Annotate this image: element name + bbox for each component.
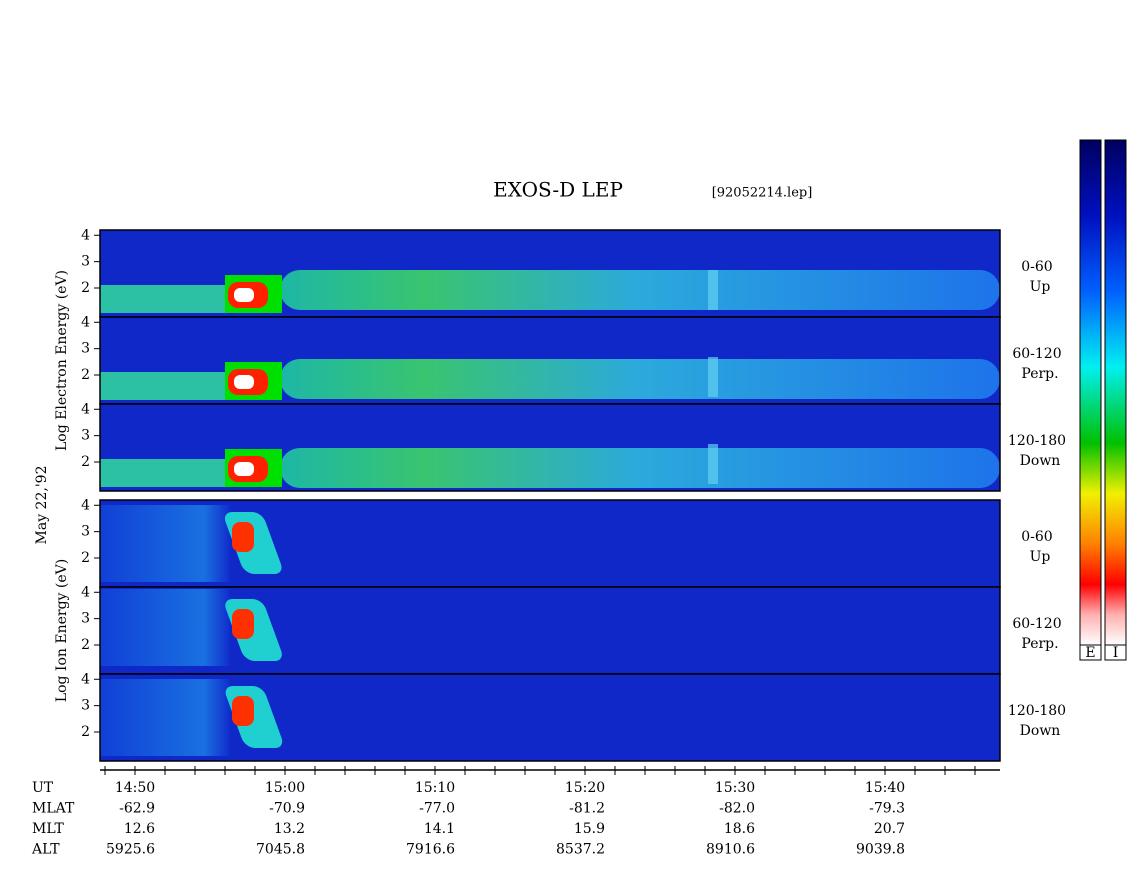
orbit-value: -79.3	[869, 801, 905, 817]
orbit-row-label: UT	[32, 780, 54, 796]
flux-band	[280, 359, 1000, 399]
orbit-row-label: MLT	[32, 821, 64, 837]
y-tick-label: 2	[81, 724, 90, 740]
flux-hot	[234, 288, 254, 302]
orbit-value: -62.9	[119, 801, 155, 817]
panel-range: 0-60	[1021, 259, 1052, 275]
y-tick-label: 4	[81, 314, 90, 330]
y-tick-label: 4	[81, 401, 90, 417]
panel-frame	[99, 673, 1001, 762]
orbit-value: 15:10	[415, 780, 455, 796]
flux-hot	[232, 609, 254, 639]
orbit-row-label: MLAT	[32, 801, 75, 817]
orbit-value: 7045.8	[256, 842, 305, 858]
panel-range: 0-60	[1021, 529, 1052, 545]
orbit-value: 12.6	[124, 821, 155, 837]
y-tick-label: 3	[81, 698, 90, 714]
flux-band	[100, 459, 225, 487]
colorbar-label: E	[1085, 645, 1095, 661]
orbit-value: -70.9	[269, 801, 305, 817]
flux-streak	[708, 444, 718, 484]
flux-band	[100, 589, 230, 666]
y-tick-label: 4	[81, 497, 90, 513]
y-tick-label: 2	[81, 454, 90, 470]
y-axis-label: Log Ion Energy (eV)	[54, 559, 70, 702]
flux-streak	[708, 270, 718, 310]
orbit-value: 15.9	[574, 821, 605, 837]
flux-band	[100, 679, 230, 756]
flux-band	[280, 448, 1000, 488]
y-tick-label: 3	[81, 611, 90, 627]
panel-range: 120-180	[1008, 703, 1066, 719]
orbit-value: 18.6	[724, 821, 755, 837]
panel-frame	[99, 403, 1001, 492]
orbit-value: 20.7	[874, 821, 905, 837]
panel-direction: Up	[1030, 549, 1051, 565]
colorbar-label-box	[1104, 644, 1127, 661]
colorbar	[1104, 139, 1127, 646]
orbit-value: 15:00	[265, 780, 305, 796]
colorbar	[1079, 139, 1102, 646]
colorbar-label: I	[1113, 645, 1119, 661]
panel-direction: Up	[1030, 279, 1051, 295]
orbit-value: 8910.6	[706, 842, 755, 858]
panel-direction: Down	[1020, 453, 1061, 469]
orbit-value: 15:20	[565, 780, 605, 796]
flux-streak	[708, 357, 718, 397]
orbit-value: -77.0	[419, 801, 455, 817]
colorbar-label-box	[1079, 644, 1102, 661]
y-axis-label: Log Electron Energy (eV)	[54, 270, 70, 451]
panel-direction: Perp.	[1021, 366, 1058, 382]
orbit-value: 9039.8	[856, 842, 905, 858]
y-tick-label: 2	[81, 637, 90, 653]
y-tick-label: 2	[81, 550, 90, 566]
flux-hot	[232, 696, 254, 726]
panel-range: 120-180	[1008, 433, 1066, 449]
panel-direction: Down	[1020, 723, 1061, 739]
flux-hot	[232, 522, 254, 552]
flux-band	[280, 270, 1000, 310]
flux-band	[100, 372, 225, 400]
orbit-value: 14:50	[115, 780, 155, 796]
y-tick-label: 3	[81, 428, 90, 444]
orbit-value: 15:40	[865, 780, 905, 796]
y-tick-label: 3	[81, 254, 90, 270]
orbit-row-label: ALT	[31, 842, 60, 858]
orbit-value: 8537.2	[556, 842, 605, 858]
y-tick-label: 4	[81, 227, 90, 243]
y-tick-label: 4	[81, 584, 90, 600]
title: EXOS-D LEP	[493, 178, 623, 202]
orbit-value: 5925.6	[106, 842, 155, 858]
flux-band	[100, 285, 225, 313]
orbit-value: -82.0	[719, 801, 755, 817]
y-tick-label: 4	[81, 671, 90, 687]
y-tick-label: 2	[81, 367, 90, 383]
file-name: [92052214.lep]	[712, 186, 813, 201]
orbit-value: 14.1	[424, 821, 455, 837]
y-tick-label: 3	[81, 341, 90, 357]
orbit-value: 13.2	[274, 821, 305, 837]
date: May 22,'92	[34, 466, 50, 545]
panel-direction: Perp.	[1021, 636, 1058, 652]
orbit-value: -81.2	[569, 801, 605, 817]
y-tick-label: 3	[81, 524, 90, 540]
flux-hot	[234, 462, 254, 476]
orbit-value: 7916.6	[406, 842, 455, 858]
flux-band	[100, 505, 230, 582]
flux-hot	[234, 375, 254, 389]
y-tick-label: 2	[81, 280, 90, 296]
panel-range: 60-120	[1012, 346, 1061, 362]
orbit-value: 15:30	[715, 780, 755, 796]
panel-range: 60-120	[1012, 616, 1061, 632]
